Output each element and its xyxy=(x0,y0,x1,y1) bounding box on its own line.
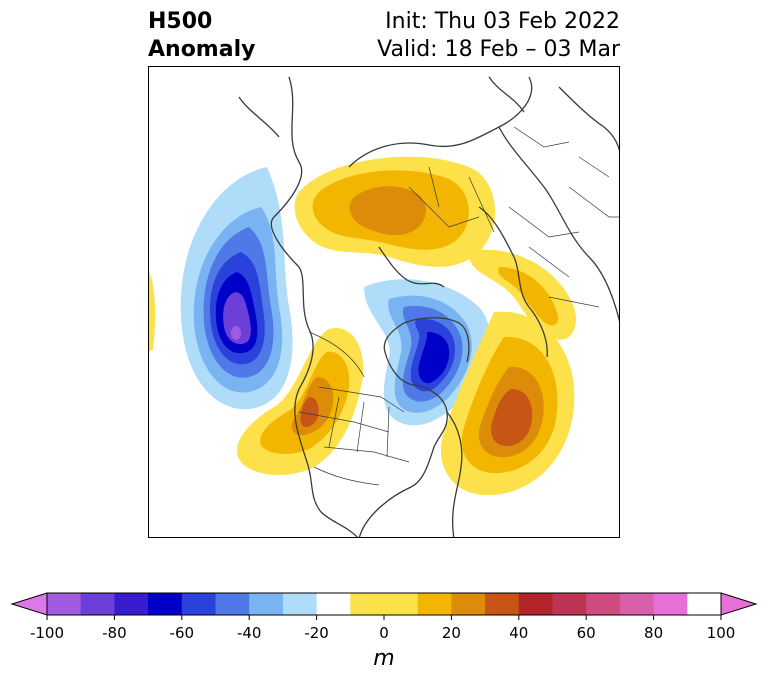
anomaly-map xyxy=(149,76,619,537)
colorbar-over-arrow xyxy=(720,592,758,616)
colorbar-tick-label: -20 xyxy=(304,624,329,642)
colorbar-cell xyxy=(586,593,621,615)
colorbar-tick-label: 80 xyxy=(644,624,663,642)
positive-anomaly-edge xyxy=(149,272,156,352)
colorbar-cell xyxy=(249,593,284,615)
colorbar-cell xyxy=(619,593,654,615)
map-panel xyxy=(148,66,620,538)
colorbar-cell xyxy=(215,593,250,615)
colorbar-tick-label: -60 xyxy=(170,624,195,642)
colorbar-cell xyxy=(552,593,587,615)
colorbar-cell xyxy=(282,593,317,615)
colorbar: -100 -80 -60 -40 -20 0 20 40 60 80 100 xyxy=(10,592,758,642)
map-title: H500 Anomaly xyxy=(148,8,255,64)
forecast-dates: Init: Thu 03 Feb 2022 Valid: 18 Feb – 03… xyxy=(377,8,620,64)
colorbar-tick-label: 40 xyxy=(509,624,528,642)
colorbar-cell xyxy=(148,593,183,615)
colorbar-cell xyxy=(80,593,115,615)
positive-anomaly-atlantic xyxy=(440,311,575,496)
colorbar-cell xyxy=(485,593,520,615)
country-borders xyxy=(298,126,619,486)
negative-anomaly-north-pacific xyxy=(180,167,293,410)
colorbar-cell xyxy=(316,593,351,615)
colorbar-ticks: -100 -80 -60 -40 -20 0 20 40 60 80 100 xyxy=(30,615,735,642)
colorbar-cell xyxy=(114,593,149,615)
colorbar-cell xyxy=(181,593,216,615)
colorbar-cell xyxy=(417,593,452,615)
colorbar-tick-label: 0 xyxy=(379,624,389,642)
colorbar-tick-label: -40 xyxy=(237,624,262,642)
colorbar-tick-label: 20 xyxy=(442,624,461,642)
positive-anomaly-siberia xyxy=(294,156,496,267)
colorbar-cell xyxy=(47,593,82,615)
colorbar-cells xyxy=(10,592,758,616)
valid-date: Valid: 18 Feb – 03 Mar xyxy=(377,37,620,62)
negative-anomaly-hudson-bay xyxy=(364,279,490,426)
colorbar-tick-label: -80 xyxy=(102,624,127,642)
colorbar-cell xyxy=(687,593,722,615)
title-line-2: Anomaly xyxy=(148,37,256,62)
coastlines xyxy=(238,76,619,537)
colorbar-tick-label: 60 xyxy=(577,624,596,642)
colorbar-tick-label: -100 xyxy=(30,624,64,642)
colorbar-cell xyxy=(451,593,486,615)
colorbar-tick-label: 100 xyxy=(707,624,736,642)
colorbar-under-arrow xyxy=(10,592,48,616)
colorbar-units: m xyxy=(373,646,395,671)
colorbar-cell xyxy=(653,593,688,615)
colorbar-cell xyxy=(518,593,553,615)
title-line-1: H500 xyxy=(148,9,213,34)
positive-anomaly-west-north-america xyxy=(237,327,364,475)
colorbar-cell xyxy=(350,593,419,615)
init-date: Init: Thu 03 Feb 2022 xyxy=(385,9,620,34)
